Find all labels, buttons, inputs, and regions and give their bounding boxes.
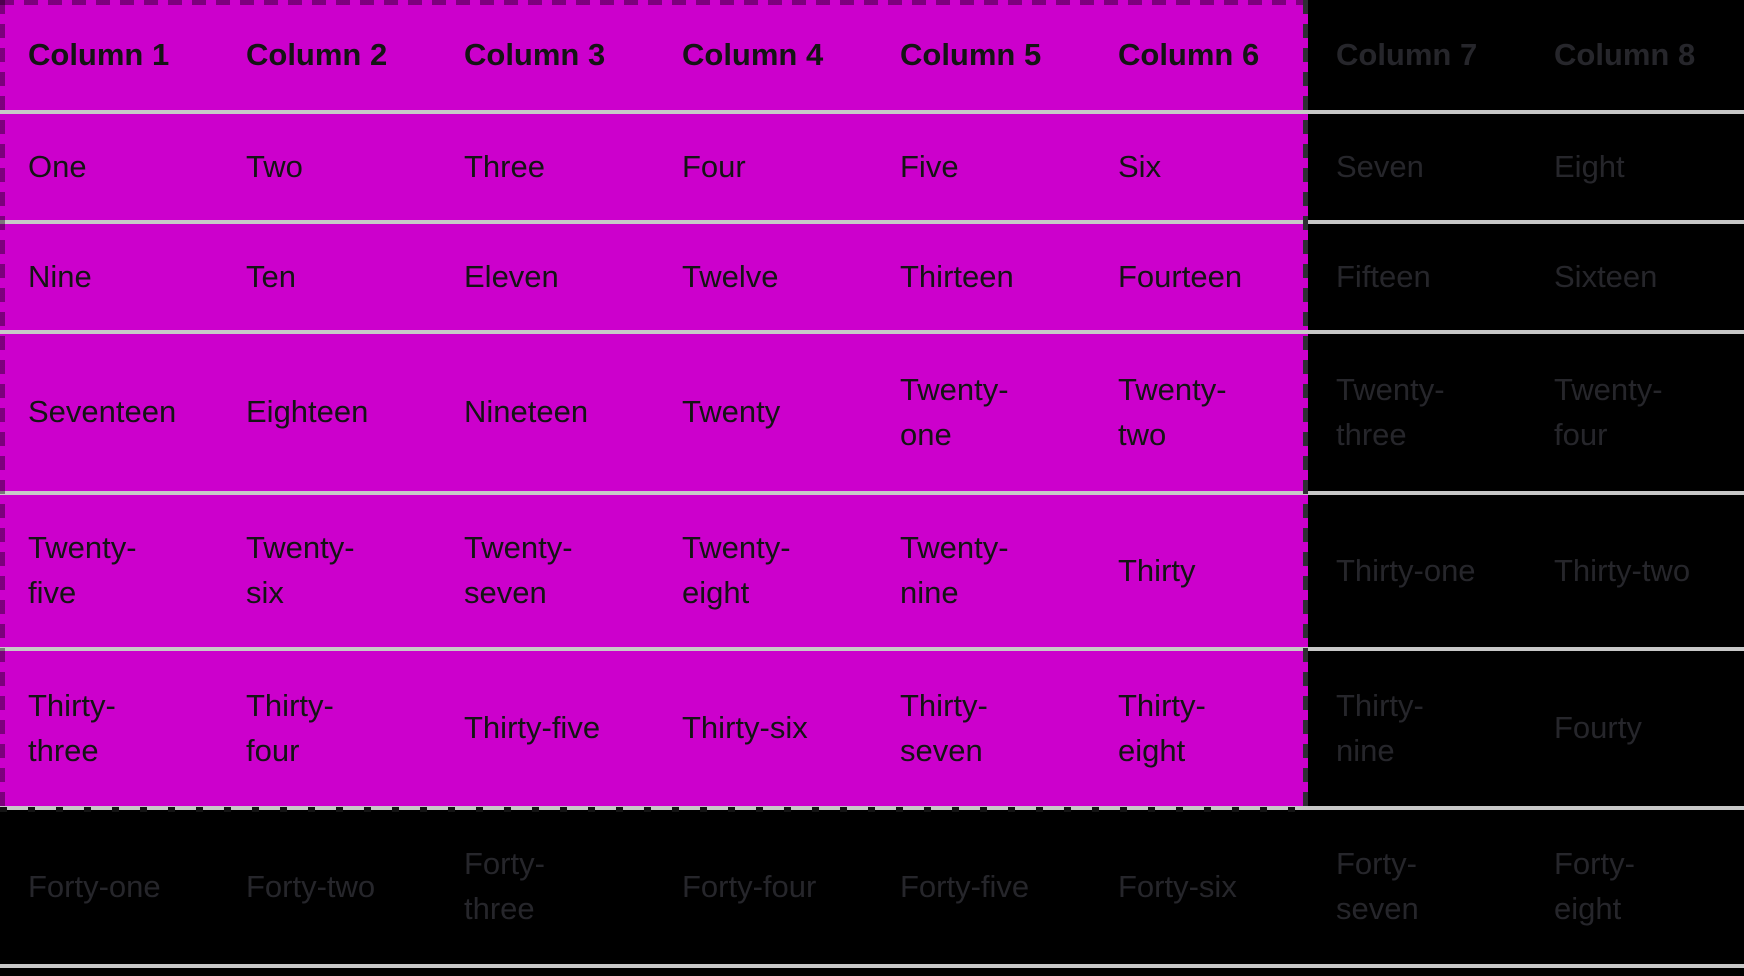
table-cell[interactable]: Thirty- three <box>0 647 218 808</box>
header-cell[interactable]: Column 3 <box>436 0 654 112</box>
header-cell[interactable]: Column 8 <box>1554 36 1696 72</box>
table-cell[interactable]: Twenty- four <box>1526 330 1744 493</box>
table-cell[interactable]: Forty-four <box>654 806 872 968</box>
table-cell[interactable]: Forty-six <box>1090 806 1308 968</box>
table-cell[interactable]: Thirty-five <box>436 647 654 808</box>
table-cell[interactable]: Nine <box>0 220 218 332</box>
table-cell[interactable]: Fourty <box>1526 647 1744 808</box>
header-cell[interactable]: Column 1 <box>0 0 218 112</box>
table-cell[interactable]: Fourteen <box>1090 220 1308 332</box>
header-cell[interactable]: Column 5 <box>872 0 1090 112</box>
table-cell[interactable]: Thirty <box>1090 491 1308 649</box>
table-cell[interactable]: Thirty-two <box>1526 491 1744 649</box>
table-row: Forty-one Forty-two Forty- three Forty-four… <box>0 806 1744 968</box>
header-cell[interactable]: Column 2 <box>218 0 436 112</box>
table-cell[interactable]: Ten <box>218 220 436 332</box>
table-cell[interactable]: Seven <box>1308 110 1526 222</box>
table-row: Thirty- three Thirty- four Thirty-five Thir… <box>0 647 1744 808</box>
table-cell[interactable]: Thirty- nine <box>1308 647 1526 808</box>
table-cell[interactable]: Forty-one <box>0 806 218 968</box>
table-cell[interactable]: Twenty- one <box>872 330 1090 493</box>
header-cell[interactable]: Column 7 <box>1336 36 1478 72</box>
table-cell[interactable]: Twelve <box>654 220 872 332</box>
table-cell[interactable]: Two <box>218 110 436 222</box>
table-cell[interactable]: Sixteen <box>1526 220 1744 332</box>
table-cell[interactable]: Forty- three <box>436 806 654 968</box>
table-cell[interactable]: Thirty- seven <box>872 647 1090 808</box>
table-cell[interactable]: Twenty- seven <box>436 491 654 649</box>
header-cell[interactable]: Column 6 <box>1090 0 1308 112</box>
table-cell[interactable]: Nineteen <box>436 330 654 493</box>
table-row: Twenty- five Twenty- six Twenty- seven Twen… <box>0 491 1744 649</box>
header-row: Column 1 Column 2 Column 3 Column 4 Column 5… <box>0 0 1744 112</box>
header-cell[interactable]: Column 4 <box>654 0 872 112</box>
table-cell[interactable]: Twenty- three <box>1308 330 1526 493</box>
table-cell[interactable]: Three <box>436 110 654 222</box>
table-cell[interactable]: Six <box>1090 110 1308 222</box>
table-cell[interactable]: Fifteen <box>1308 220 1526 332</box>
table-cell[interactable]: Seventeen <box>0 330 218 493</box>
table-cell[interactable]: Thirty-one <box>1308 491 1526 649</box>
table-cell[interactable]: Twenty- eight <box>654 491 872 649</box>
table-cell[interactable]: Thirty- eight <box>1090 647 1308 808</box>
table-row: Seventeen Eighteen Nineteen Twenty Twenty- o… <box>0 330 1744 493</box>
table-cell[interactable]: Five <box>872 110 1090 222</box>
table-cell[interactable]: Twenty- nine <box>872 491 1090 649</box>
table-cell[interactable]: Eight <box>1526 110 1744 222</box>
table-cell[interactable]: Forty- eight <box>1526 806 1744 968</box>
table-cell[interactable]: Eleven <box>436 220 654 332</box>
table-cell[interactable]: Twenty- six <box>218 491 436 649</box>
table-cell[interactable]: Twenty <box>654 330 872 493</box>
table-cell[interactable]: Twenty- two <box>1090 330 1308 493</box>
table-cell[interactable]: Twenty- five <box>0 491 218 649</box>
table-cell[interactable]: Thirteen <box>872 220 1090 332</box>
table-row: Nine Ten Eleven Twelve Thirteen Fourteen Fifte… <box>0 220 1744 332</box>
table-cell[interactable]: Forty- seven <box>1308 806 1526 968</box>
table-cell[interactable]: Four <box>654 110 872 222</box>
table-cell[interactable]: One <box>0 110 218 222</box>
table-cell[interactable]: Eighteen <box>218 330 436 493</box>
table-cell[interactable]: Forty-two <box>218 806 436 968</box>
table-cell[interactable]: Thirty-six <box>654 647 872 808</box>
table-cell[interactable]: Thirty- four <box>218 647 436 808</box>
table-cell[interactable]: Forty-five <box>872 806 1090 968</box>
table-row: One Two Three Four Five Six Seven Eight <box>0 110 1744 222</box>
